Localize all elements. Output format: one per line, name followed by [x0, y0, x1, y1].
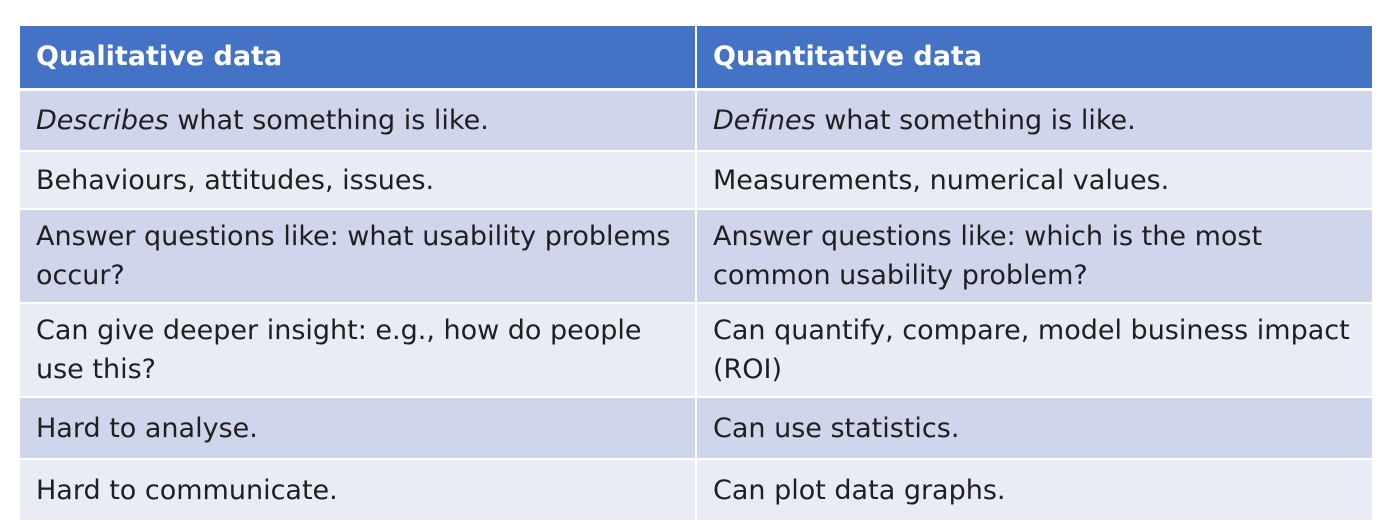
cell-qualitative: Can give deeper insight: e.g., how do pe…: [20, 303, 697, 398]
cell-text: what something is like.: [815, 104, 1136, 136]
cell-quantitative: Can plot data graphs.: [696, 459, 1372, 522]
table-row: Behaviours, attitudes, issues. Measureme…: [20, 151, 1372, 210]
cell-qualitative: Hard to communicate.: [20, 459, 697, 522]
cell-quantitative: Answer questions like: which is the most…: [696, 209, 1372, 304]
cell-qualitative: Answer questions like: what usability pr…: [20, 209, 697, 304]
cell-quantitative: Can quantify, compare, model business im…: [696, 303, 1372, 398]
emphasis-text: Defines: [713, 104, 816, 136]
header-qualitative: Qualitative data: [20, 26, 697, 91]
emphasis-text: Describes: [36, 104, 169, 136]
comparison-table: Qualitative data Quantitative data Descr…: [20, 26, 1372, 522]
comparison-table-container: Qualitative data Quantitative data Descr…: [20, 26, 1372, 522]
table-row: Describes what something is like. Define…: [20, 89, 1372, 152]
table-row: Hard to communicate. Can plot data graph…: [20, 459, 1372, 522]
cell-qualitative: Behaviours, attitudes, issues.: [20, 151, 697, 210]
table-header-row: Qualitative data Quantitative data: [20, 26, 1372, 91]
cell-quantitative: Measurements, numerical values.: [696, 151, 1372, 210]
table-row: Answer questions like: what usability pr…: [20, 209, 1372, 304]
table-row: Hard to analyse. Can use statistics.: [20, 397, 1372, 460]
cell-quantitative: Can use statistics.: [696, 397, 1372, 460]
cell-qualitative: Hard to analyse.: [20, 397, 697, 460]
header-quantitative: Quantitative data: [696, 26, 1372, 91]
cell-qualitative: Describes what something is like.: [20, 89, 697, 152]
cell-text: what something is like.: [168, 104, 489, 136]
cell-quantitative: Defines what something is like.: [696, 89, 1372, 152]
table-row: Can give deeper insight: e.g., how do pe…: [20, 303, 1372, 398]
